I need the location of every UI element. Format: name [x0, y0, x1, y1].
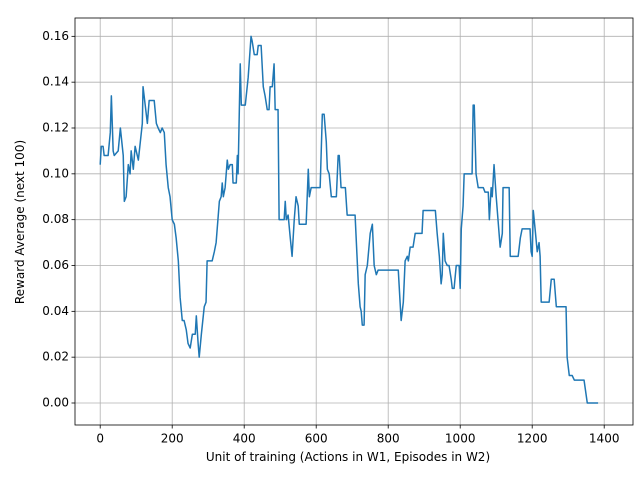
x-axis-label: Unit of training (Actions in W1, Episode… [206, 450, 490, 464]
x-tick-label: 600 [305, 432, 328, 446]
x-tick-label: 200 [161, 432, 184, 446]
y-tick-label: 0.08 [42, 212, 69, 226]
data-line [99, 35, 599, 404]
y-tick-label: 0.12 [42, 121, 69, 135]
y-tick-label: 0.06 [42, 258, 69, 272]
y-tick-label: 0.04 [42, 304, 69, 318]
y-tick-label: 0.14 [42, 75, 69, 89]
x-tick-label: 1000 [445, 432, 476, 446]
x-tick-label: 1400 [589, 432, 620, 446]
y-axis-label: Reward Average (next 100) [13, 140, 27, 304]
x-tick-label: 800 [377, 432, 400, 446]
y-tick-label: 0.10 [42, 166, 69, 180]
x-tick-label: 1200 [517, 432, 548, 446]
y-tick-label: 0.16 [42, 29, 69, 43]
y-tick-label: 0.02 [42, 350, 69, 364]
plot-frame [74, 17, 634, 426]
x-tick-label: 0 [96, 432, 104, 446]
y-tick-label: 0.00 [42, 396, 69, 410]
x-tick-label: 400 [233, 432, 256, 446]
